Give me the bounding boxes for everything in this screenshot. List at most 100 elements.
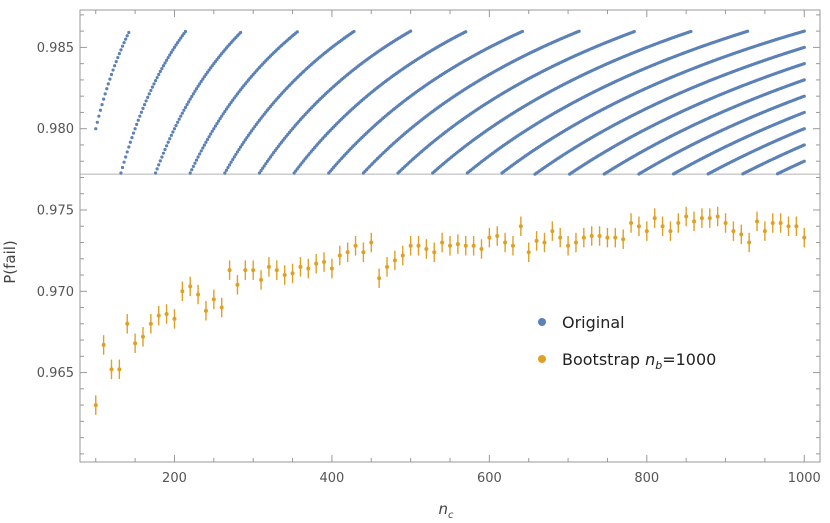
bootstrap-point	[755, 219, 760, 224]
bootstrap-point	[266, 264, 271, 269]
x-tick-label: 800	[634, 471, 659, 486]
bootstrap-point	[802, 235, 807, 240]
original-point	[102, 97, 106, 101]
original-point	[144, 99, 148, 103]
original-point	[204, 72, 208, 77]
original-point	[234, 152, 238, 157]
original-point	[165, 58, 169, 62]
original-point	[149, 88, 153, 93]
original-point	[177, 38, 181, 42]
original-point	[520, 29, 525, 34]
original-point	[171, 48, 175, 52]
original-point	[226, 105, 230, 109]
original-point	[124, 155, 128, 159]
original-point	[261, 166, 265, 170]
original-point	[94, 127, 98, 131]
bootstrap-point	[203, 308, 208, 313]
original-point	[194, 158, 199, 162]
original-point	[157, 72, 161, 77]
bootstrap-point	[668, 229, 673, 234]
y-tick-label: 0.985	[37, 41, 74, 56]
original-point	[108, 77, 112, 81]
bootstrap-point	[526, 250, 531, 255]
original-point	[119, 171, 123, 175]
original-point	[147, 92, 151, 96]
original-point	[152, 82, 156, 86]
y-axis-title: P(fail)	[1, 240, 19, 284]
original-point	[168, 137, 172, 141]
y-tick-label: 0.980	[37, 122, 74, 137]
original-point	[161, 64, 166, 68]
original-point	[131, 131, 136, 135]
bootstrap-point	[786, 224, 791, 229]
original-point	[125, 150, 129, 154]
y-tick-label: 0.975	[37, 203, 74, 218]
original-point	[577, 29, 581, 33]
bootstrap-point	[211, 297, 216, 302]
original-point	[136, 118, 140, 122]
original-point	[229, 160, 233, 164]
bootstrap-point	[322, 260, 327, 265]
original-point	[202, 143, 206, 147]
original-point	[122, 41, 126, 45]
original-point	[267, 157, 271, 161]
original-point	[120, 165, 125, 170]
original-point	[95, 120, 99, 124]
bootstrap-point	[369, 240, 374, 245]
original-point	[231, 157, 235, 162]
bootstrap-point	[629, 220, 634, 225]
bootstrap-point	[432, 250, 437, 255]
original-point	[177, 117, 181, 121]
bootstrap-point	[518, 224, 523, 229]
bootstrap-point	[534, 238, 539, 243]
bootstrap-point	[550, 229, 555, 234]
original-point	[246, 133, 251, 137]
legend-bootstrap-prefix: Bootstrap	[562, 350, 645, 369]
bootstrap-point	[440, 240, 445, 245]
original-point	[201, 77, 205, 81]
legend: Original Bootstrap nb=1000	[538, 313, 716, 372]
bootstrap-point	[93, 403, 98, 408]
bootstrap-point	[353, 243, 358, 248]
original-point	[158, 159, 162, 163]
original-point	[220, 114, 224, 118]
original-point	[157, 163, 161, 167]
original-point	[205, 70, 210, 74]
bootstrap-point	[699, 216, 704, 221]
bootstrap-point	[581, 235, 586, 240]
bootstrap-point	[597, 234, 602, 238]
bootstrap-point	[471, 243, 476, 248]
original-point	[264, 162, 268, 166]
bootstrap-point	[723, 220, 728, 225]
original-point	[193, 161, 197, 165]
bootstrap-point	[361, 250, 366, 255]
legend-marker-original	[538, 318, 546, 326]
original-point	[171, 130, 175, 134]
bootstrap-point	[282, 273, 287, 278]
original-point	[169, 50, 173, 54]
bootstrap-point	[180, 289, 185, 294]
original-point	[689, 29, 693, 34]
original-point	[142, 103, 147, 107]
original-point	[802, 29, 806, 33]
original-point	[187, 100, 191, 104]
original-point	[97, 114, 101, 118]
bootstrap-point	[140, 334, 145, 339]
bootstrap-point	[188, 284, 193, 289]
bootstrap-point	[290, 271, 295, 276]
original-point	[103, 92, 107, 96]
x-tick-label: 400	[320, 471, 345, 486]
original-point	[210, 129, 214, 133]
original-point	[205, 137, 210, 142]
bootstrap-point	[794, 224, 799, 229]
original-point	[632, 30, 636, 34]
original-point	[160, 67, 164, 71]
original-point	[802, 94, 806, 98]
original-point	[193, 89, 197, 93]
y-tick-label: 0.965	[37, 366, 74, 381]
bootstrap-point	[676, 220, 681, 225]
bootstrap-point	[455, 242, 460, 247]
original-point	[265, 159, 269, 164]
x-axis-title-sub: c	[448, 510, 454, 521]
original-point	[232, 155, 236, 159]
